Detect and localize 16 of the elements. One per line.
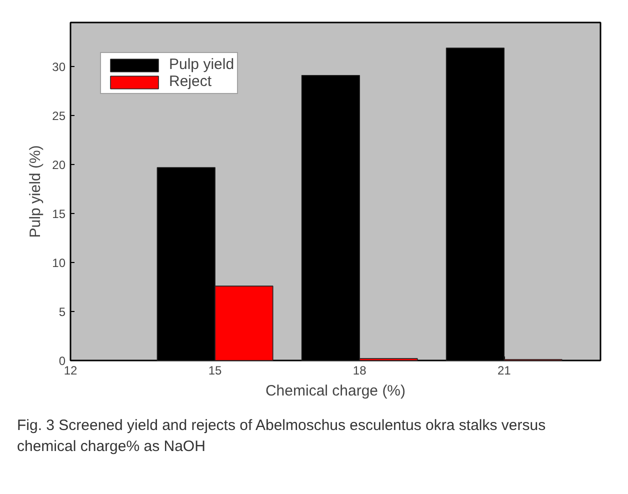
y-axis-title: Pulp yield (%) [27,145,44,238]
x-tick-label: 15 [208,364,222,378]
y-tick-label: 0 [58,354,66,368]
y-tick-label: 10 [52,256,66,270]
x-tick-label: 21 [497,364,512,378]
x-axis-title: Chemical charge (%) [265,382,406,400]
y-tick-label: 25 [52,109,66,124]
x-tick-label: 12 [64,364,78,378]
legend-label: Pulp yield [169,56,234,73]
legend-label: Reject [169,73,212,90]
caption: Fig. 3 Screened yield and rejects of Abelmoschus esculentus okra stalks versus chemical charge% as NaOH [17,416,547,458]
y-tick-label: 30 [52,60,66,74]
x-tick-label: 18 [352,364,367,378]
y-tick-label: 20 [52,158,66,172]
y-tick-label: 5 [58,305,66,320]
y-tick-label: 15 [52,207,66,222]
